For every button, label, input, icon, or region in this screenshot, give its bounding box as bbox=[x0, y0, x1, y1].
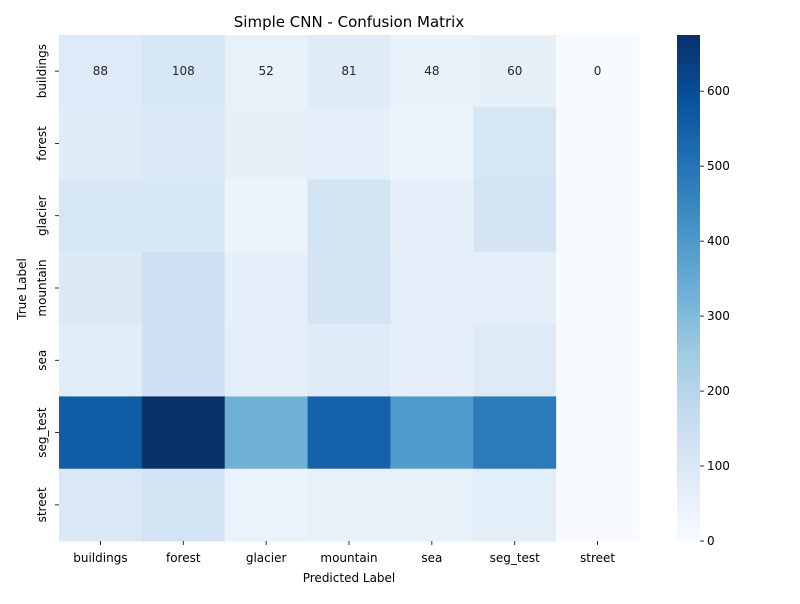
heatmap-cell bbox=[59, 35, 143, 108]
x-axis-label: Predicted Label bbox=[303, 571, 396, 585]
x-tick-label: street bbox=[580, 551, 615, 565]
heatmap-cell bbox=[224, 468, 309, 542]
colorbar-gradient bbox=[677, 35, 700, 541]
heatmap-cell bbox=[141, 251, 226, 325]
heatmap-cell bbox=[390, 468, 474, 542]
heatmap-cell bbox=[59, 396, 143, 470]
chart-title: Simple CNN - Confusion Matrix bbox=[234, 13, 465, 31]
heatmap-cell bbox=[307, 179, 391, 253]
colorbar-tick-label: 100 bbox=[707, 459, 730, 473]
y-tick-label: sea bbox=[35, 350, 49, 371]
x-tick-label: buildings bbox=[73, 551, 127, 565]
y-tick-label: street bbox=[35, 487, 49, 522]
heatmap-cell bbox=[556, 107, 640, 181]
heatmap-cell bbox=[390, 179, 474, 253]
heatmap-cell bbox=[473, 35, 557, 108]
heatmap-cell bbox=[390, 107, 474, 181]
heatmap-cell bbox=[224, 179, 309, 253]
heatmap-cell bbox=[141, 179, 226, 253]
cell-value-label: 0 bbox=[594, 64, 602, 78]
heatmap-cell bbox=[556, 35, 640, 108]
heatmap-cell bbox=[473, 251, 557, 325]
heatmap-cell bbox=[224, 107, 309, 181]
heatmap-cell bbox=[556, 468, 640, 542]
heatmap-cell bbox=[307, 35, 391, 108]
heatmap-cell bbox=[141, 324, 226, 397]
y-tick-label: glacier bbox=[35, 195, 49, 236]
heatmap-cell bbox=[224, 251, 309, 325]
colorbar-tick-label: 200 bbox=[707, 384, 730, 398]
cell-value-label: 48 bbox=[424, 64, 439, 78]
colorbar-tick-label: 500 bbox=[707, 159, 730, 173]
y-axis-label: True Label bbox=[15, 258, 29, 321]
heatmap-cell bbox=[473, 107, 557, 181]
heatmap-cell bbox=[390, 35, 474, 108]
heatmap-cell bbox=[556, 179, 640, 253]
heatmap-cell bbox=[224, 324, 309, 397]
heatmap-cell bbox=[390, 251, 474, 325]
y-tick-label: mountain bbox=[35, 259, 49, 316]
x-tick-label: sea bbox=[421, 551, 442, 565]
heatmap-cell bbox=[59, 468, 143, 542]
x-tick-label: glacier bbox=[246, 551, 287, 565]
y-tick-label: forest bbox=[35, 126, 49, 161]
heatmap-cell bbox=[307, 468, 391, 542]
heatmap-cell bbox=[141, 468, 226, 542]
heatmap-cell bbox=[556, 396, 640, 470]
heatmap-cell bbox=[141, 35, 226, 108]
heatmap-cell bbox=[473, 324, 557, 397]
x-tick-label: forest bbox=[166, 551, 201, 565]
colorbar-tick-label: 300 bbox=[707, 309, 730, 323]
colorbar-tick-label: 600 bbox=[707, 84, 730, 98]
colorbar: 0 100 200 300 400 500 600 bbox=[677, 35, 730, 548]
cell-value-label: 81 bbox=[341, 64, 356, 78]
heatmap-cell bbox=[59, 324, 143, 397]
heatmap-cell bbox=[141, 107, 226, 181]
heatmap-cell bbox=[473, 396, 557, 470]
cell-value-label: 88 bbox=[93, 64, 108, 78]
cell-annotations: 88 108 52 81 48 60 0 bbox=[93, 64, 602, 78]
x-tick-label: seg_test bbox=[490, 551, 541, 565]
y-tick-label: seg_test bbox=[35, 407, 49, 458]
y-tick-label: buildings bbox=[35, 44, 49, 98]
heatmap-cells bbox=[59, 35, 640, 542]
heatmap-cell bbox=[473, 468, 557, 542]
x-axis: buildings forest glacier mountain sea seg_tes… bbox=[73, 541, 615, 565]
heatmap-cell bbox=[141, 396, 226, 470]
cell-value-label: 60 bbox=[507, 64, 522, 78]
heatmap-cell bbox=[307, 396, 391, 470]
heatmap-cell bbox=[59, 179, 143, 253]
cell-value-label: 108 bbox=[172, 64, 195, 78]
heatmap-cell bbox=[473, 179, 557, 253]
colorbar-tick-label: 0 bbox=[707, 534, 715, 548]
heatmap-cell bbox=[390, 396, 474, 470]
heatmap-cell bbox=[556, 251, 640, 325]
heatmap-cell bbox=[59, 251, 143, 325]
heatmap-cell bbox=[556, 324, 640, 397]
heatmap-cell bbox=[307, 107, 391, 181]
heatmap-cell bbox=[307, 324, 391, 397]
heatmap-cell bbox=[224, 396, 309, 470]
x-tick-label: mountain bbox=[320, 551, 377, 565]
y-axis: buildings forest glacier mountain sea seg_tes… bbox=[35, 44, 59, 522]
colorbar-tick-label: 400 bbox=[707, 234, 730, 248]
heatmap-cell bbox=[224, 35, 309, 108]
cell-value-label: 52 bbox=[259, 64, 274, 78]
heatmap-cell bbox=[307, 251, 391, 325]
heatmap-cell bbox=[390, 324, 474, 397]
heatmap-cell bbox=[59, 107, 143, 181]
